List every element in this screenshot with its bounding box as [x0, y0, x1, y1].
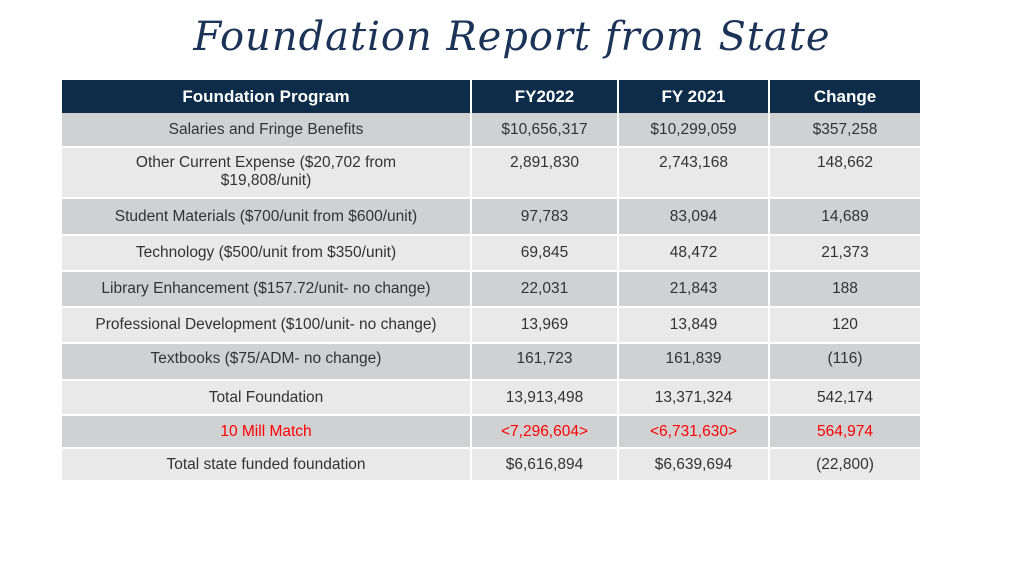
change-cell: 21,373: [769, 235, 920, 272]
program-cell: Technology ($500/unit from $350/unit): [62, 235, 472, 272]
table-header-row: Foundation Program FY2022 FY 2021 Change: [62, 80, 920, 113]
fy2021-cell: 161,839: [618, 343, 770, 381]
change-cell: 542,174: [769, 380, 920, 416]
table-row: Technology ($500/unit from $350/unit) 69…: [62, 235, 920, 272]
change-cell: 14,689: [769, 198, 920, 236]
header-fy2022: FY2022: [471, 80, 619, 113]
fy2021-cell: <6,731,630>: [618, 415, 770, 449]
table-row: Total Foundation 13,913,498 13,371,324 5…: [62, 380, 920, 416]
table-row: Total state funded foundation $6,616,894…: [62, 448, 920, 482]
fy2021-cell: 13,849: [618, 307, 770, 344]
program-cell: Salaries and Fringe Benefits: [62, 113, 472, 148]
fy2022-cell: 13,913,498: [471, 380, 619, 416]
change-cell: 148,662: [769, 147, 920, 199]
header-change: Change: [769, 80, 920, 113]
fy2022-cell: $10,656,317: [471, 113, 619, 148]
program-cell: Professional Development ($100/unit- no …: [62, 307, 472, 344]
program-cell: Textbooks ($75/ADM- no change): [62, 343, 472, 381]
table-row: 10 Mill Match <7,296,604> <6,731,630> 56…: [62, 415, 920, 449]
fy2021-cell: 2,743,168: [618, 147, 770, 199]
fy2021-cell: 21,843: [618, 271, 770, 308]
header-foundation-program: Foundation Program: [62, 80, 472, 113]
fy2022-cell: 22,031: [471, 271, 619, 308]
program-cell: Total Foundation: [62, 380, 472, 416]
table-row: Salaries and Fringe Benefits $10,656,317…: [62, 113, 920, 148]
fy2021-cell: 83,094: [618, 198, 770, 236]
fy2022-cell: 2,891,830: [471, 147, 619, 199]
table-row: Textbooks ($75/ADM- no change) 161,723 1…: [62, 343, 920, 381]
fy2022-cell: 69,845: [471, 235, 619, 272]
program-cell: Library Enhancement ($157.72/unit- no ch…: [62, 271, 472, 308]
fy2022-cell: 13,969: [471, 307, 619, 344]
foundation-table: Foundation Program FY2022 FY 2021 Change…: [62, 80, 920, 482]
change-cell: 120: [769, 307, 920, 344]
table-row: Other Current Expense ($20,702 from $19,…: [62, 147, 920, 199]
fy2022-cell: 97,783: [471, 198, 619, 236]
change-cell: 188: [769, 271, 920, 308]
fy2021-cell: 48,472: [618, 235, 770, 272]
fy2022-cell: $6,616,894: [471, 448, 619, 482]
program-cell: 10 Mill Match: [62, 415, 472, 449]
change-cell: $357,258: [769, 113, 920, 148]
program-cell: Student Materials ($700/unit from $600/u…: [62, 198, 472, 236]
change-cell: (116): [769, 343, 920, 381]
table-row: Library Enhancement ($157.72/unit- no ch…: [62, 271, 920, 308]
change-cell: 564,974: [769, 415, 920, 449]
change-cell: (22,800): [769, 448, 920, 482]
fy2022-cell: 161,723: [471, 343, 619, 381]
fy2022-cell: <7,296,604>: [471, 415, 619, 449]
table-row: Professional Development ($100/unit- no …: [62, 307, 920, 344]
program-cell: Total state funded foundation: [62, 448, 472, 482]
header-fy2021: FY 2021: [618, 80, 770, 113]
page-title: Foundation Report from State: [193, 14, 831, 60]
program-cell: Other Current Expense ($20,702 from $19,…: [62, 147, 472, 199]
fy2021-cell: $10,299,059: [618, 113, 770, 148]
fy2021-cell: 13,371,324: [618, 380, 770, 416]
table-row: Student Materials ($700/unit from $600/u…: [62, 198, 920, 236]
fy2021-cell: $6,639,694: [618, 448, 770, 482]
